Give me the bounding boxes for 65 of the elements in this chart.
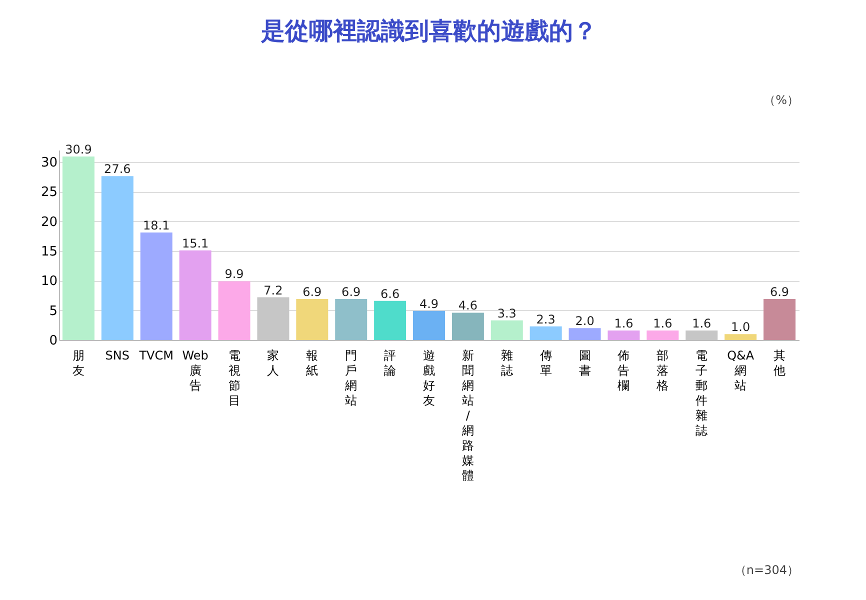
data-label: 7.2 (264, 283, 283, 298)
data-label: 1.6 (692, 316, 712, 330)
x-tick-label: 電子郵件雜誌 (696, 348, 708, 438)
bar (218, 281, 250, 340)
y-tick-label: 5 (49, 304, 58, 319)
x-tick-label: 其他 (774, 348, 786, 378)
x-tick-label: 門戶網站 (344, 348, 358, 408)
x-tick-label: 評論 (384, 348, 396, 378)
data-label: 6.9 (342, 285, 361, 300)
data-label: 6.9 (770, 285, 790, 300)
bar (724, 334, 757, 340)
data-label: 1.0 (731, 320, 750, 334)
x-tick-label: 報紙 (306, 348, 318, 378)
x-tick-label: 遊戲好友 (423, 348, 435, 408)
x-tick-label: 部落格 (656, 348, 669, 392)
data-label: 6.9 (302, 285, 322, 300)
text: （%） (764, 93, 799, 107)
x-tick-label: SNS (105, 348, 130, 362)
data-label: 3.3 (497, 306, 516, 320)
data-label: 9.9 (224, 267, 244, 282)
bar (374, 300, 406, 340)
bar (764, 299, 796, 340)
bar (140, 232, 172, 340)
bar (490, 320, 523, 340)
data-label: 30.9 (65, 142, 92, 157)
chart-title: 是從哪裡認識到喜歡的遊戲的？ (260, 17, 597, 45)
bar (568, 328, 601, 340)
data-label: 18.1 (143, 218, 170, 233)
y-tick-label: 20 (40, 214, 58, 230)
bar (452, 312, 484, 340)
x-tick-label: 傳單 (538, 348, 552, 378)
x-tick-label: 雜誌 (500, 348, 513, 378)
bar (530, 326, 562, 340)
data-label: 1.6 (653, 316, 672, 330)
data-label: 27.6 (104, 162, 131, 176)
y-tick-label: 0 (49, 334, 58, 348)
x-tick-label: 佈告欄 (616, 348, 630, 392)
text: （n=304） (734, 563, 799, 577)
data-label: 6.6 (380, 286, 400, 301)
bar (179, 250, 212, 340)
data-label: 15.1 (182, 236, 209, 250)
bar (296, 299, 328, 340)
bar (101, 176, 134, 340)
x-tick-label: Q&A網站 (727, 348, 755, 392)
y-tick-label: 30 (40, 155, 58, 170)
y-tick-label: 25 (40, 185, 58, 200)
x-tick-label: 電視節目 (228, 348, 240, 408)
bar (413, 310, 445, 340)
x-tick-label: 家人 (267, 348, 280, 378)
bar (608, 330, 640, 340)
x-tick-label: 朋友 (72, 348, 84, 378)
y-tick-label: 15 (40, 244, 58, 260)
data-label: 2.0 (575, 314, 594, 328)
data-label: 2.3 (536, 312, 556, 326)
bar (646, 330, 679, 340)
bar (62, 156, 94, 340)
data-label: 1.6 (614, 316, 634, 330)
x-tick-label: Web廣告 (182, 348, 208, 392)
y-tick-label: 10 (40, 274, 58, 290)
x-tick-label: TVCM (138, 348, 174, 362)
category-label: 新聞網站/網路媒體 (462, 348, 474, 482)
x-tick-label: 圖書 (578, 348, 591, 378)
bar (335, 299, 368, 340)
data-label: 4.9 (419, 296, 439, 311)
data-label: 4.6 (458, 298, 478, 313)
